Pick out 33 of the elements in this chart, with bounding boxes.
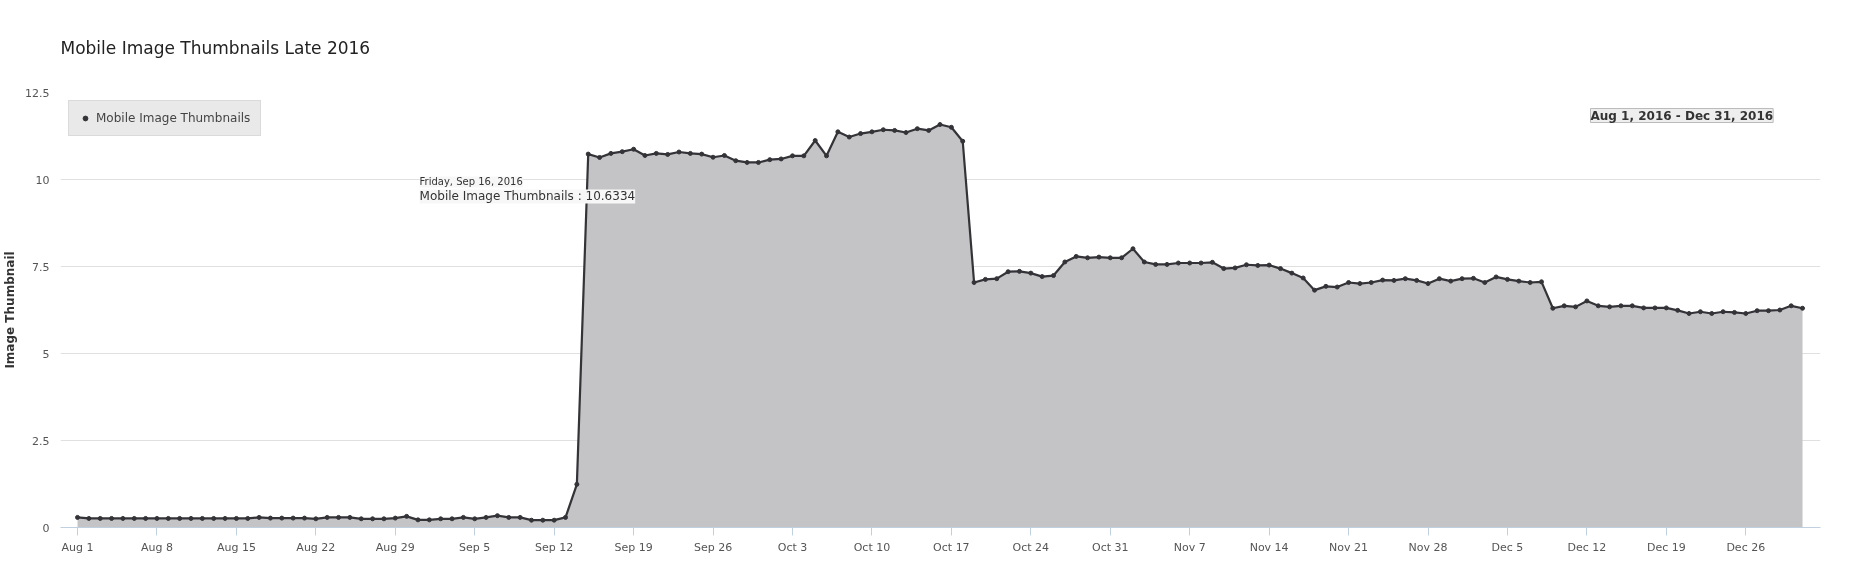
x-tick-label: Oct 17	[933, 540, 970, 554]
y-tick-label: 2.5	[32, 434, 50, 448]
x-tick-label: Nov 28	[1408, 540, 1448, 554]
annotation: Friday, Sep 16, 2016 Mobile Image Thumbnails : 10.6334	[419, 176, 636, 204]
x-tick-label: Oct 10	[853, 540, 891, 554]
x-tick-label: Aug 8	[140, 540, 173, 554]
x-tick-label: Aug 29	[375, 540, 415, 554]
y-tick-label: 5	[42, 347, 50, 361]
x-tick-label: Sep 26	[693, 540, 733, 554]
x-tick-label: Nov 7	[1173, 540, 1206, 554]
x-tick-label: Oct 24	[1012, 540, 1050, 554]
y-tick-label: 0	[42, 521, 50, 535]
chart-title: Mobile Image Thumbnails Late 2016	[60, 37, 371, 58]
y-tick-label: 10	[35, 173, 50, 187]
y-tick-label: 7.5	[32, 260, 50, 274]
x-tick-label: Nov 14	[1249, 540, 1289, 554]
x-tick-label: Nov 21	[1329, 540, 1369, 554]
x-tick-label: Sep 5	[459, 540, 491, 554]
annotation: Aug 1, 2016 - Dec 31, 2016	[1590, 108, 1774, 123]
x-tick-label: Sep 19	[614, 540, 653, 554]
y-tick-label: 12.5	[25, 86, 50, 100]
y-axis-title: Image Thumbnail	[3, 251, 18, 369]
x-tick-label: Aug 1	[61, 540, 94, 554]
x-tick-label: Aug 15	[216, 540, 256, 554]
legend-label: Mobile Image Thumbnails	[96, 111, 251, 125]
x-tick-label: Aug 22	[296, 540, 336, 554]
x-tick-label: Oct 31	[1092, 540, 1129, 554]
x-tick-label: Oct 3	[777, 540, 808, 554]
x-tick-label: Dec 12	[1567, 540, 1607, 554]
x-tick-label: Dec 5	[1491, 540, 1524, 554]
x-tick-label: Dec 19	[1646, 540, 1686, 554]
x-tick-label: Dec 26	[1726, 540, 1766, 554]
x-tick-label: Sep 12	[535, 540, 574, 554]
